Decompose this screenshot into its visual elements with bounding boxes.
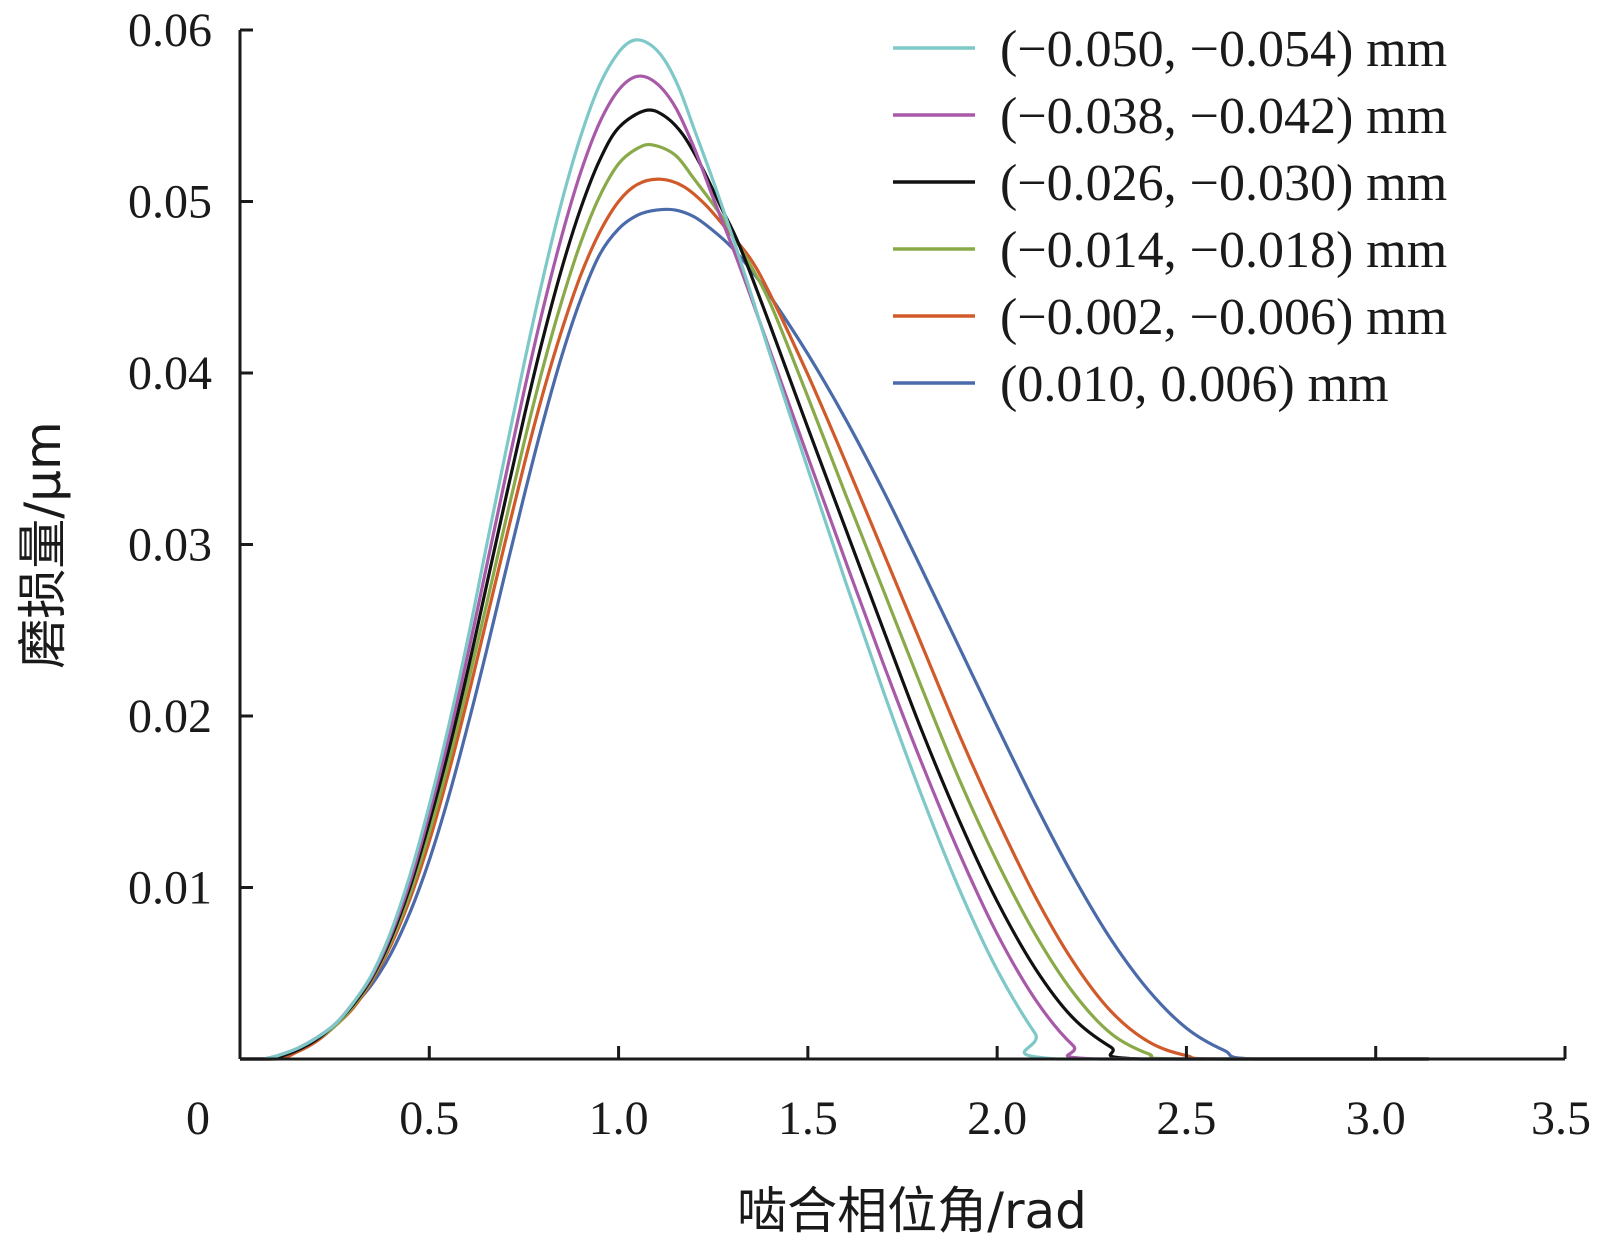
y-ticks: 0.01 0.02 0.03 0.04 0.05 0.06 [128,4,253,915]
y-axis-title: 磨损量/μm [14,421,72,668]
y-tick-label: 0.03 [128,519,212,572]
x-axis-title: 啮合相位角/rad [737,1182,1087,1240]
y-tick-label: 0.06 [128,4,212,57]
series-line [240,38,1429,1061]
legend-label: (−0.026, −0.030) mm [1000,155,1447,212]
legend-label: (0.010, 0.006) mm [1000,356,1389,413]
x-tick-label: 3.5 [1531,1092,1591,1145]
y-tick-label: 0.05 [128,176,212,229]
x-ticks: 0 0.5 1.0 1.5 2.0 2.5 3.0 3.5 [186,1046,1591,1145]
x-tick-label: 0 [186,1092,210,1145]
legend-label: (−0.050, −0.054) mm [1000,21,1447,78]
x-tick-label: 0.5 [399,1092,459,1145]
series-lines [240,38,1429,1061]
y-tick-label: 0.01 [128,862,212,915]
legend-label: (−0.002, −0.006) mm [1000,289,1447,346]
legend-label: (−0.038, −0.042) mm [1000,88,1447,145]
legend-label: (−0.014, −0.018) mm [1000,222,1447,279]
y-tick-label: 0.02 [128,690,212,743]
x-tick-label: 1.5 [778,1092,838,1145]
legend: (−0.050, −0.054) mm (−0.038, −0.042) mm (−… [893,21,1447,413]
y-tick-label: 0.04 [128,347,212,400]
x-tick-label: 2.5 [1156,1092,1216,1145]
x-tick-label: 2.0 [967,1092,1027,1145]
series-line [240,142,1429,1061]
x-tick-label: 1.0 [589,1092,649,1145]
x-tick-label: 3.0 [1346,1092,1406,1145]
series-line [240,207,1429,1061]
